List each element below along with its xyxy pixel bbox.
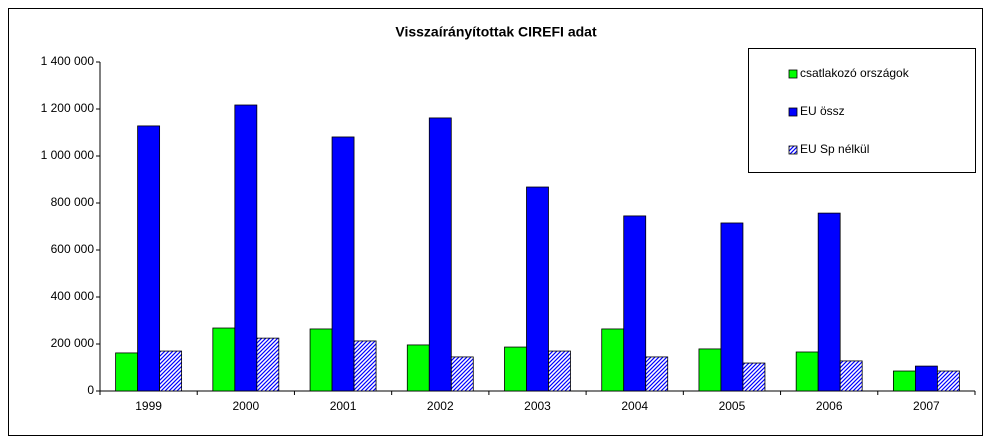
bar (548, 350, 571, 392)
chart-title: Visszaírányítottak CIREFI adat (395, 24, 597, 40)
legend-label: EU össz (800, 104, 845, 118)
bar (795, 351, 819, 392)
bar (234, 104, 258, 392)
bar (742, 362, 766, 392)
bar (601, 328, 625, 392)
y-tick-label: 1 200 000 (41, 101, 95, 115)
x-tick-label: 2004 (621, 399, 648, 413)
bar (450, 356, 474, 392)
legend-swatch (788, 69, 798, 79)
y-tick-label: 1 400 000 (41, 54, 95, 68)
y-tick-label: 1 000 000 (41, 148, 95, 162)
x-tick-label: 2006 (816, 399, 843, 413)
bar (936, 370, 960, 392)
bar (212, 327, 236, 392)
x-tick-label: 2003 (524, 399, 551, 413)
bar (892, 370, 916, 392)
bar (914, 365, 938, 392)
bar (526, 186, 549, 392)
bar (645, 356, 669, 392)
y-tick-label: 400 000 (51, 289, 95, 303)
legend-label: EU Sp nélkül (800, 142, 869, 156)
y-tick-label: 800 000 (51, 195, 95, 209)
bar (623, 215, 647, 392)
y-tick-label: 200 000 (51, 336, 95, 350)
bar (159, 350, 183, 392)
x-tick-label: 2007 (913, 399, 940, 413)
y-tick-label: 0 (87, 383, 94, 397)
bar (353, 340, 377, 392)
bar (428, 117, 452, 392)
legend-swatch (788, 145, 798, 155)
bar (720, 222, 744, 392)
legend-swatch (788, 107, 798, 117)
bar (698, 348, 722, 392)
x-tick-label: 2002 (427, 399, 454, 413)
bar (309, 328, 333, 392)
legend-label: csatlakozó országok (800, 66, 910, 80)
bar (839, 360, 863, 392)
x-tick-label: 2005 (719, 399, 746, 413)
bar (504, 346, 527, 392)
y-tick-label: 600 000 (51, 242, 95, 256)
bar (331, 136, 355, 392)
x-tick-label: 1999 (135, 399, 162, 413)
legend-box (748, 48, 976, 173)
bar (817, 212, 841, 392)
bar (115, 352, 139, 392)
bar (256, 337, 280, 392)
bar (406, 344, 430, 392)
x-tick-label: 2000 (232, 399, 259, 413)
bar (137, 125, 161, 392)
x-tick-label: 2001 (330, 399, 357, 413)
